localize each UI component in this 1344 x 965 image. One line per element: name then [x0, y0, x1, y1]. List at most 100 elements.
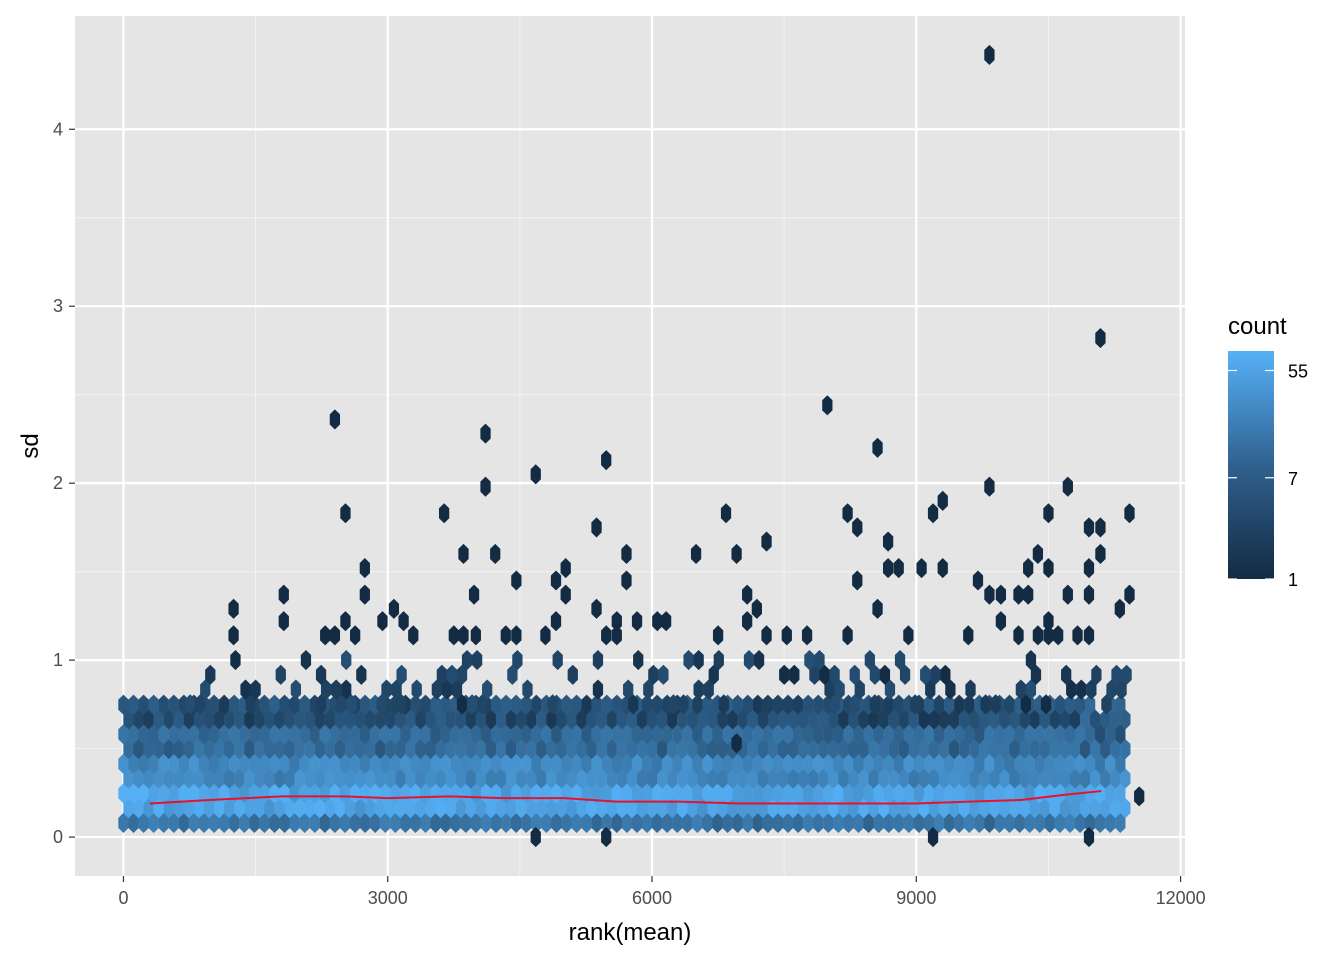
hex-bin [1039, 798, 1050, 819]
hex-bin [477, 694, 488, 715]
hex-bin [153, 768, 164, 789]
hex-bin [883, 724, 894, 745]
hex-bin [772, 753, 784, 774]
hex-bin [693, 649, 704, 671]
hex-bin [1024, 812, 1035, 833]
hex-bin [959, 709, 970, 730]
hex-bin [1059, 768, 1071, 789]
hex-bin [178, 783, 189, 804]
hex-bin [596, 768, 607, 789]
hex-bin [1090, 768, 1101, 789]
hex-bin [581, 694, 592, 715]
hex-bin [359, 694, 371, 715]
hex-bin [864, 649, 875, 671]
hex-bin [269, 724, 280, 745]
hex-bin [818, 709, 829, 730]
hex-bin [521, 694, 532, 715]
hex-bin [631, 611, 643, 632]
hex-bin [797, 768, 809, 789]
hex-bin [722, 783, 733, 804]
hex-bin [219, 694, 230, 715]
hex-bin [1004, 812, 1015, 833]
hex-bin [994, 812, 1005, 833]
hex-bin [566, 798, 577, 819]
hex-bin [249, 812, 260, 833]
hex-bin [879, 664, 891, 685]
hex-bin [460, 724, 471, 745]
hex-bin [133, 798, 144, 819]
legend-tick-label: 55 [1288, 361, 1308, 381]
hex-bin [385, 738, 396, 760]
hex-bin [933, 753, 945, 774]
hex-bin [1043, 625, 1054, 646]
hex-bin [652, 611, 663, 632]
hex-bin [1110, 738, 1121, 760]
hex-bin [938, 768, 950, 789]
hex-bin [713, 649, 724, 671]
hex-bin [814, 649, 825, 671]
hex-bin [823, 724, 834, 745]
hex-bin [279, 753, 290, 774]
hex-bin [208, 812, 220, 833]
hex-bin [581, 812, 592, 833]
hex-bin [712, 753, 723, 774]
hex-bin [984, 783, 995, 804]
hex-bin [485, 798, 497, 819]
hex-bin [430, 694, 441, 715]
hex-bin [219, 812, 230, 833]
hex-bin [1029, 798, 1040, 819]
hex-bin [772, 783, 784, 804]
hex-bin [727, 768, 738, 789]
hex-bin [275, 664, 286, 685]
hex-bin [445, 738, 456, 760]
hex-bin [658, 664, 669, 685]
hex-bin [797, 738, 809, 760]
hex-bin [339, 724, 351, 745]
hex-bin [334, 738, 346, 760]
hex-bin [324, 768, 336, 789]
hex-bin [712, 783, 723, 804]
hex-bin [1124, 584, 1135, 605]
hex-bin [893, 753, 904, 774]
hex-bin [712, 724, 723, 745]
hex-bin [213, 738, 225, 760]
hex-bin [1069, 768, 1081, 789]
hex-bin [995, 611, 1007, 632]
hex-bin [984, 753, 995, 774]
hex-bin [920, 664, 931, 685]
hex-bin [747, 709, 758, 730]
hex-bin [752, 783, 763, 804]
hex-bin [752, 694, 763, 715]
hex-bin [148, 724, 159, 745]
hex-bin [1059, 738, 1071, 760]
hex-bin [747, 738, 758, 760]
hex-bin [551, 753, 562, 774]
hex-bin [916, 558, 927, 579]
hex-bin [808, 768, 819, 789]
hex-bin [536, 709, 547, 730]
hex-bin [641, 753, 653, 774]
hex-bin [1115, 724, 1126, 745]
hex-bin [959, 798, 970, 819]
hex-bin [808, 709, 819, 730]
hex-bin [385, 798, 396, 819]
hex-bin [782, 694, 794, 715]
hex-bin [482, 679, 493, 700]
hex-bin [415, 768, 426, 789]
hex-bin [531, 724, 542, 745]
trend-line [149, 790, 1102, 805]
hex-bin [1023, 584, 1034, 605]
hex-bin [445, 709, 456, 730]
hex-bin [646, 738, 658, 760]
hex-bin [339, 753, 351, 774]
hex-bin [1030, 664, 1042, 685]
hex-bin [183, 738, 195, 760]
hex-bin [621, 724, 633, 745]
hex-bin [244, 738, 255, 760]
hex-bin [530, 827, 541, 848]
hex-bin [436, 664, 448, 685]
hex-bin [405, 738, 416, 760]
hex-bin [702, 724, 713, 745]
hex-bin [346, 694, 357, 715]
